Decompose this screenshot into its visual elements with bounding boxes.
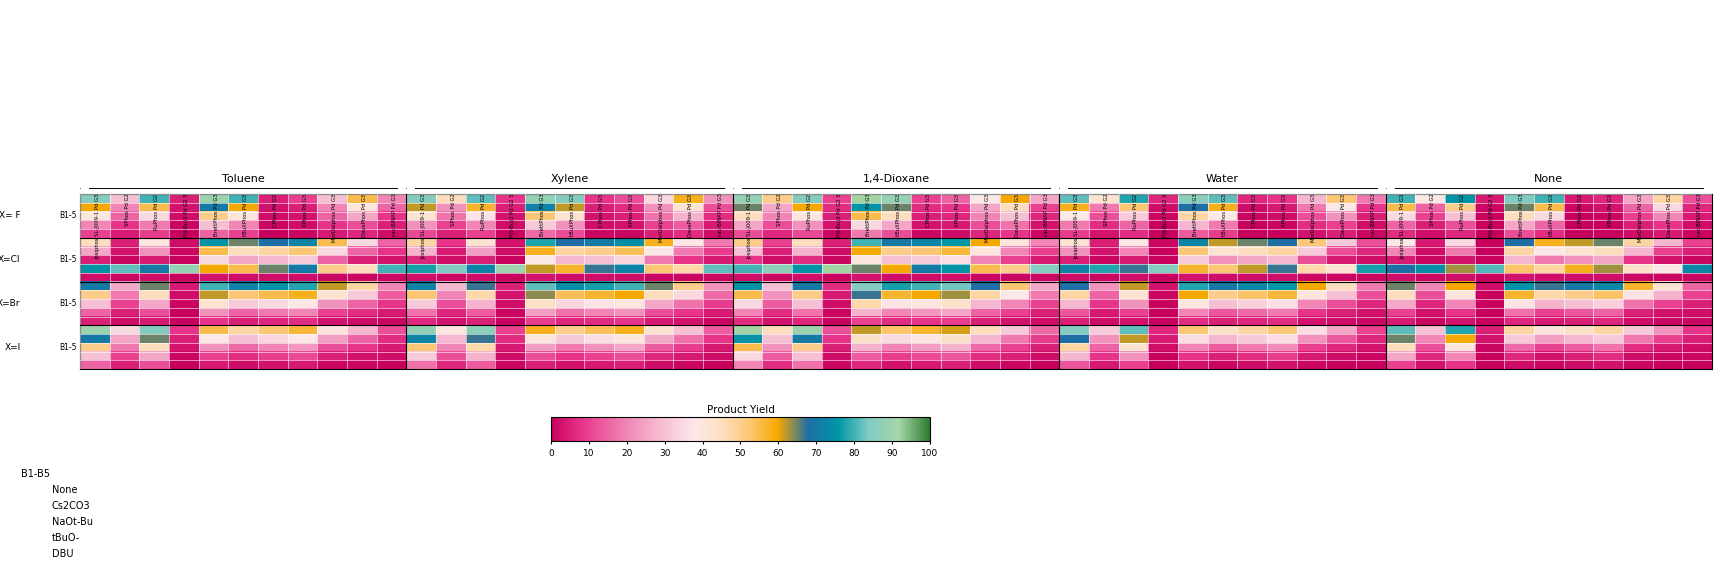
Text: Toluene: Toluene [222,174,265,184]
Text: tBuXPhos Pd G3: tBuXPhos Pd G3 [1548,193,1553,236]
Text: BrettPhos Pd G3: BrettPhos Pd G3 [1519,193,1524,236]
Text: Josiphos SL-J009-1 Pd G3: Josiphos SL-J009-1 Pd G3 [747,193,753,259]
Text: MorDalphos Pd G3: MorDalphos Pd G3 [658,193,663,242]
Text: DBU: DBU [52,549,72,559]
Text: B1-5: B1-5 [60,211,77,220]
Text: B1-B5: B1-B5 [21,469,50,480]
Text: MorDalphos Pd G3: MorDalphos Pd G3 [332,193,338,242]
Text: SPhos Pd G2: SPhos Pd G2 [1104,193,1109,226]
Text: DavePhos Pd G3: DavePhos Pd G3 [1341,193,1347,237]
Text: RuPhos Pd G2: RuPhos Pd G2 [1133,193,1138,230]
Text: BrettPhos Pd G3: BrettPhos Pd G3 [866,193,871,236]
Text: None: None [1534,174,1564,184]
Text: MorDalphos Pd G3: MorDalphos Pd G3 [1638,193,1643,242]
Text: NaOt-Bu: NaOt-Bu [52,517,93,527]
Text: XPhos Pd G3: XPhos Pd G3 [1281,193,1286,226]
Text: CPhos Pd G3: CPhos Pd G3 [1252,193,1257,226]
Text: X=I: X=I [5,343,21,352]
Text: Josiphos SL-J009-1 Pd G3: Josiphos SL-J009-1 Pd G3 [1075,193,1080,259]
Text: Josiphos SL-J009-1 Pd G3: Josiphos SL-J009-1 Pd G3 [422,193,427,259]
Title: Product Yield: Product Yield [706,405,775,415]
Text: tBuXPhos Pd G3: tBuXPhos Pd G3 [1223,193,1228,236]
Text: Water: Water [1205,174,1238,184]
Text: rac-BINAP Pd G3: rac-BINAP Pd G3 [391,193,396,237]
Text: P(t-Bu)3 Pd G2 5: P(t-Bu)3 Pd G2 5 [837,193,842,237]
Text: BrettPhos Pd G3: BrettPhos Pd G3 [214,193,219,236]
Text: 1,4-Dioxane: 1,4-Dioxane [863,174,930,184]
Text: BrettPhos Pd G3: BrettPhos Pd G3 [1193,193,1199,236]
Text: CPhos Pd G3: CPhos Pd G3 [926,193,930,226]
Text: RuPhos Pd G2: RuPhos Pd G2 [155,193,158,230]
Text: DavePhos Pd G3: DavePhos Pd G3 [689,193,694,237]
Text: B1-5: B1-5 [60,343,77,352]
Text: MorDalphos Pd G3: MorDalphos Pd G3 [1312,193,1316,242]
Text: RuPhos Pd G2: RuPhos Pd G2 [1460,193,1465,230]
Text: rac-BINAP Pd G3: rac-BINAP Pd G3 [718,193,723,237]
Text: MorDalphos Pd G3: MorDalphos Pd G3 [985,193,990,242]
Text: B1-5: B1-5 [60,299,77,308]
Text: tBuXPhos Pd G3: tBuXPhos Pd G3 [243,193,248,236]
Text: XPhos Pd G3: XPhos Pd G3 [1608,193,1614,226]
Text: Josiphos SL-J009-1 Pd G3: Josiphos SL-J009-1 Pd G3 [1400,193,1405,259]
Text: RuPhos Pd G2: RuPhos Pd G2 [480,193,486,230]
Text: P(t-Bu)3 Pd G2 5: P(t-Bu)3 Pd G2 5 [510,193,515,237]
Text: Xylene: Xylene [551,174,589,184]
Text: BrettPhos Pd G3: BrettPhos Pd G3 [541,193,544,236]
Text: rac-BINAP Pd G3: rac-BINAP Pd G3 [1698,193,1701,237]
Text: None: None [52,485,77,496]
Text: SPhos Pd G2: SPhos Pd G2 [777,193,782,226]
Text: DavePhos Pd G3: DavePhos Pd G3 [1014,193,1019,237]
Text: X=Br: X=Br [0,299,21,308]
Text: P(t-Bu)3 Pd G2 5: P(t-Bu)3 Pd G2 5 [184,193,189,237]
Text: SPhos Pd G2: SPhos Pd G2 [451,193,456,226]
Text: CPhos Pd G3: CPhos Pd G3 [599,193,604,226]
Text: CPhos Pd G3: CPhos Pd G3 [1579,193,1584,226]
Text: XPhos Pd G3: XPhos Pd G3 [956,193,961,226]
Text: DavePhos Pd G3: DavePhos Pd G3 [1667,193,1672,237]
Text: rac-BINAP Pd G3: rac-BINAP Pd G3 [1371,193,1376,237]
Text: SPhos Pd G2: SPhos Pd G2 [1429,193,1434,226]
Text: B1-5: B1-5 [60,255,77,264]
Text: tBuO-: tBuO- [52,533,79,543]
Text: SPhos Pd G2: SPhos Pd G2 [124,193,129,226]
Text: P(t-Bu)3 Pd G2 5: P(t-Bu)3 Pd G2 5 [1490,193,1495,237]
Text: Cs2CO3: Cs2CO3 [52,501,90,512]
Text: tBuXPhos Pd G3: tBuXPhos Pd G3 [570,193,575,236]
Text: DavePhos Pd G3: DavePhos Pd G3 [362,193,367,237]
Text: tBuXPhos Pd G3: tBuXPhos Pd G3 [895,193,901,236]
Text: X= F: X= F [0,211,21,220]
Text: CPhos Pd G3: CPhos Pd G3 [272,193,277,226]
Text: P(t-Bu)3 Pd G2 5: P(t-Bu)3 Pd G2 5 [1162,193,1168,237]
Text: rac-BINAP Pd G3: rac-BINAP Pd G3 [1044,193,1049,237]
Text: XPhos Pd G3: XPhos Pd G3 [303,193,308,226]
Text: X=Cl: X=Cl [0,255,21,264]
Text: Josiphos SL-J009-1 Pd G3: Josiphos SL-J009-1 Pd G3 [95,193,100,259]
Text: XPhos Pd G3: XPhos Pd G3 [629,193,634,226]
Text: RuPhos Pd G2: RuPhos Pd G2 [808,193,813,230]
